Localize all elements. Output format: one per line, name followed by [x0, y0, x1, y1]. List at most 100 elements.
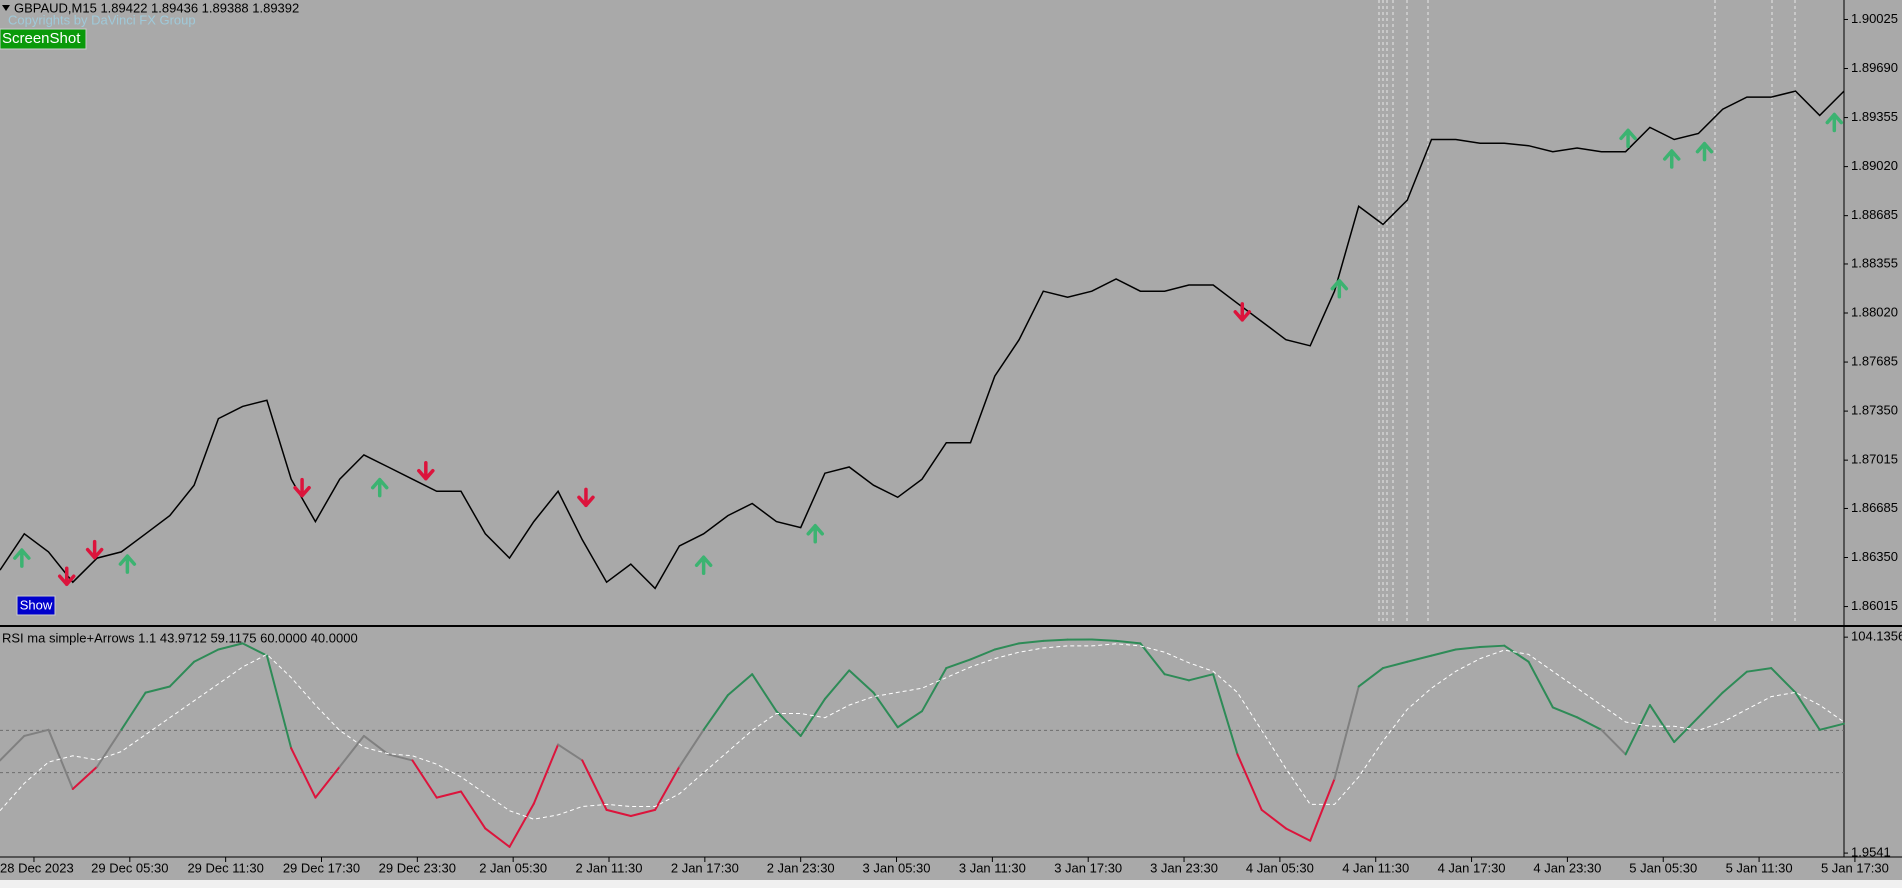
rsi-segment	[654, 765, 681, 811]
rsi-segment	[1527, 660, 1554, 709]
rsi-segment	[484, 827, 511, 848]
rsi-segment	[1139, 642, 1166, 676]
rsi-segment	[314, 765, 341, 799]
tab-bar	[0, 880, 1902, 888]
rsi-segment	[508, 802, 535, 848]
rsi-segment	[1406, 654, 1433, 663]
rsi-segment	[921, 667, 948, 713]
rsi-segment	[1042, 638, 1069, 642]
up-arrow	[118, 554, 137, 574]
x-tick-label: 2 Jan 05:30	[479, 860, 547, 875]
x-tick-label: 4 Jan 11:30	[1342, 860, 1409, 875]
rsi-segment	[702, 694, 729, 731]
rsi-segment	[411, 759, 438, 799]
x-tick-label: 29 Dec 05:30	[91, 860, 168, 875]
x-tick-label: 29 Dec 11:30	[187, 860, 263, 875]
up-arrow	[694, 555, 713, 576]
rsi-segment	[848, 669, 875, 694]
rsi-segment	[338, 734, 365, 768]
rsi-segment	[217, 642, 244, 651]
rsi-segment	[557, 743, 584, 762]
down-arrow	[417, 460, 435, 481]
x-tick-label: 4 Jan 23:30	[1533, 860, 1601, 875]
rsi-segment	[823, 669, 851, 700]
x-tick-label: 4 Jan 17:30	[1438, 860, 1506, 875]
y-tick-label: 1.87685	[1851, 353, 1898, 368]
rsi-segment	[0, 734, 26, 762]
rsi-segment	[1551, 706, 1579, 719]
event-lines	[1378, 0, 1796, 624]
rsi-segment	[96, 728, 123, 768]
rsi-segment	[168, 660, 196, 688]
show-button-label[interactable]: Show	[20, 597, 53, 612]
y-tick-label: 1.88020	[1851, 304, 1898, 319]
x-tick-label: 29 Dec 23:30	[379, 860, 456, 875]
y-tick-label: 1.87015	[1851, 452, 1898, 467]
rsi-segment	[799, 697, 826, 737]
rsi-segment	[1333, 685, 1360, 781]
rsi-segment	[1430, 648, 1457, 657]
rsi-segment	[1697, 691, 1724, 719]
up-arrow	[1695, 141, 1714, 162]
screenshot-button-label[interactable]: ScreenShot	[2, 30, 81, 47]
rsi-segment	[775, 710, 802, 737]
y-tick-label: 1.89355	[1851, 109, 1898, 124]
y-tick-label: 1.88685	[1851, 207, 1898, 222]
rsi-segment	[1479, 644, 1506, 648]
y-tick-label: 104.1356	[1851, 629, 1902, 644]
x-tick-label: 4 Jan 05:30	[1246, 860, 1314, 875]
rsi-segment	[896, 710, 923, 729]
y-tick-label: 1.89690	[1851, 60, 1898, 75]
rsi-segment	[993, 642, 1021, 651]
rsi-segment	[1236, 753, 1263, 811]
rsi-segment	[1357, 667, 1384, 688]
price-line	[0, 90, 1845, 590]
rsi-segment	[726, 673, 754, 697]
down-arrow	[1233, 302, 1252, 322]
down-arrow	[293, 477, 311, 498]
copyright: Copyrights by DaVinci FX Group	[8, 12, 196, 27]
up-arrow	[1825, 112, 1844, 133]
down-arrow	[85, 539, 104, 560]
plot: 1.90025 1.89690 1.89355 1.89020 1.88685 1.883…	[0, 11, 1902, 875]
rsi-segment	[605, 808, 632, 818]
x-tick-label: 3 Jan 23:30	[1150, 860, 1218, 875]
rsi-segment	[193, 648, 220, 663]
rsi-segment	[1673, 716, 1700, 744]
x-tick-label: 29 Dec 17:30	[283, 860, 360, 875]
up-arrow	[370, 477, 389, 498]
x-tick-label: 5 Jan 17:30	[1821, 860, 1889, 875]
up-arrow	[1662, 149, 1681, 169]
collapse-triangle	[2, 5, 10, 11]
rsi-segment	[460, 790, 487, 830]
rsi-segment	[1503, 644, 1530, 663]
rsi-segment	[1770, 667, 1797, 694]
rsi-segment	[969, 648, 996, 661]
rsi-segment	[120, 691, 147, 731]
show-button[interactable]	[16, 595, 56, 616]
rsi-segment	[144, 685, 171, 694]
y-tick-label: 1.9541	[1851, 845, 1891, 860]
rsi-segment	[47, 728, 74, 790]
indicator-title: RSI ma simple+Arrows 1.1 43.9712 59.1175…	[2, 630, 358, 645]
rsi-segment	[1090, 638, 1118, 642]
rsi-segment	[387, 753, 414, 762]
up-arrow	[13, 548, 31, 568]
rsi-segment	[581, 759, 608, 811]
rsi-segment	[265, 654, 293, 750]
x-tick-label: 5 Jan 11:30	[1726, 860, 1793, 875]
rsi-segment	[532, 743, 560, 805]
rsi-segment	[629, 808, 657, 818]
down-arrow	[57, 566, 76, 586]
rsi-segment	[290, 747, 317, 799]
rsi-segment	[1163, 673, 1190, 682]
y-tick-label: 1.90025	[1851, 11, 1898, 26]
rsi-segment	[1212, 673, 1239, 756]
rsi-segment	[1794, 691, 1821, 731]
screenshot-button[interactable]	[0, 28, 87, 50]
y-tick-label: 1.86015	[1851, 598, 1898, 613]
rsi-segment	[1454, 645, 1482, 651]
x-tick-label: 3 Jan 11:30	[959, 860, 1026, 875]
